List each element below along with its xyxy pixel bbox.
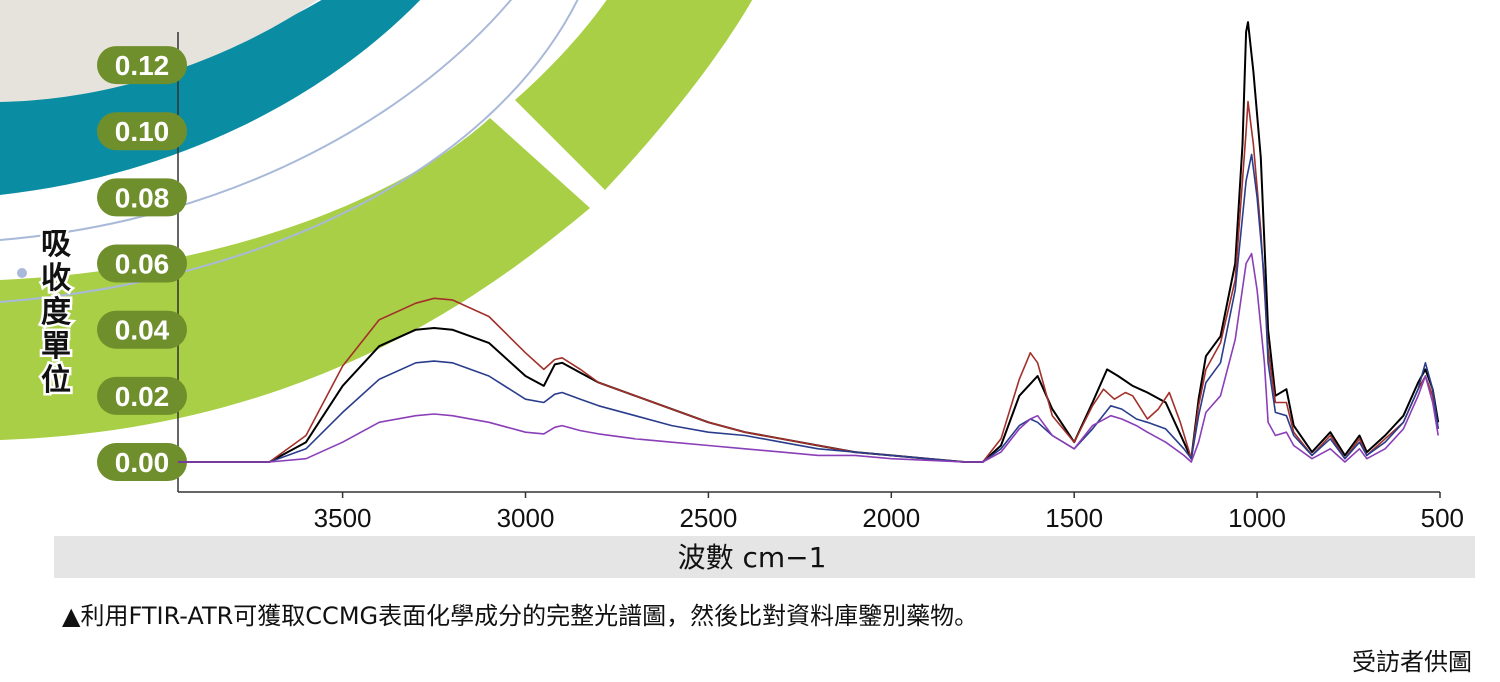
y-tick-badge: [97, 376, 187, 415]
y-tick-label: 0.02: [115, 381, 170, 412]
y-tick-label: 0.00: [115, 447, 170, 478]
x-axis-label-bar: [54, 536, 1475, 578]
spectrum-line-4: [178, 252, 1439, 463]
x-tick-label: 3500: [314, 503, 372, 533]
x-tick-label: 1000: [1228, 503, 1286, 533]
figure-caption: ▲利用FTIR-ATR可獲取CCMG表面化學成分的完整光譜圖，然後比對資料庫鑒別…: [62, 602, 979, 630]
y-tick-label: 0.12: [115, 50, 170, 81]
y-tick-badge: [97, 112, 187, 151]
y-axis-label: 吸 收 度 單 位: [39, 225, 74, 401]
y-tick-label: 0.08: [115, 182, 170, 213]
green-outer-band: [0, 118, 590, 440]
ring-dot: [17, 268, 27, 278]
ring-line-2: [0, 0, 579, 303]
y-tick-badges: 0.00 0.02 0.04 0.06 0.08 0.10 0.12: [97, 46, 187, 481]
y-tick-badge: [97, 46, 187, 85]
y-tick-badge: [97, 443, 187, 481]
x-tick-label: 3000: [497, 503, 555, 533]
x-tick-marks: 3500 3000 2500 2000 1500 1000 500: [314, 492, 1464, 533]
x-tick-label: 500: [1421, 503, 1464, 533]
y-label-char-5: 位: [41, 363, 71, 398]
spectrum-line-2: [178, 100, 1439, 463]
ring-line-1: [0, 0, 513, 241]
spectrum-series: [178, 21, 1440, 463]
image-credit: 受訪者供圖: [1352, 648, 1472, 676]
y-tick-badge: [97, 178, 187, 217]
y-label-char-3: 度: [41, 295, 71, 330]
x-axis-label: 波數 cm−1: [678, 541, 827, 574]
green-upper-band: [515, 0, 753, 190]
y-label-char-1: 吸: [41, 227, 71, 262]
y-tick-label: 0.04: [115, 315, 170, 346]
y-tick-label: 0.06: [115, 249, 170, 280]
x-tick-label: 2000: [862, 503, 920, 533]
x-tick-label: 2500: [679, 503, 737, 533]
y-label-char-2: 收: [41, 261, 71, 296]
y-label-char-4: 單: [41, 329, 71, 364]
x-tick-label: 1500: [1045, 503, 1103, 533]
y-tick-badge: [97, 244, 187, 283]
y-tick-badge: [97, 310, 187, 349]
y-tick-label: 0.10: [115, 116, 170, 147]
